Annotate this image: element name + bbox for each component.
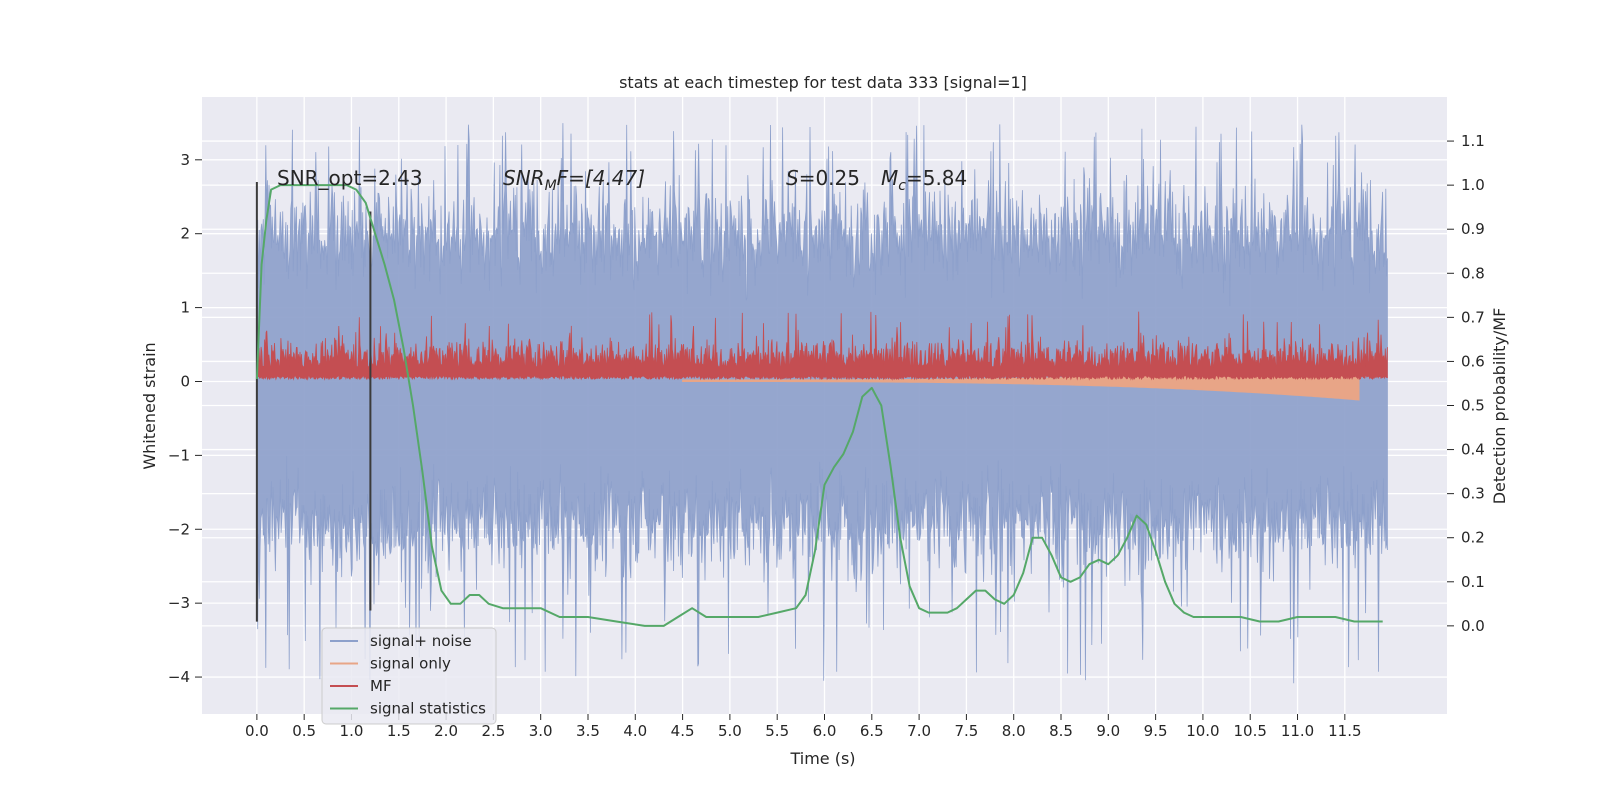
x-tick-label: 11.0: [1281, 722, 1314, 740]
x-tick-label: 7.0: [907, 722, 931, 740]
annotation-snr-mf-rest: F=[4.47]: [557, 166, 645, 190]
annotations: SNR_opt=2.43 SNRMF=[4.47] S=0.25 Mc=5.84: [277, 166, 967, 194]
x-tick-label: 8.5: [1049, 722, 1073, 740]
signal-noise-band: [256, 123, 1388, 684]
annotation-snr-mf-sub: M: [545, 178, 557, 194]
y2-axis-label: Detection probability/MF: [1490, 308, 1509, 505]
mf-series: [256, 311, 1388, 381]
x-tick-label: 6.0: [813, 722, 837, 740]
y2-tick-label: 0.1: [1461, 573, 1485, 591]
x-tick-label: 4.0: [623, 722, 647, 740]
y2-tick-label: 0.4: [1461, 441, 1485, 459]
vertical-markers: [255, 181, 372, 622]
signal-noise-series: [256, 123, 1388, 684]
annotation-s-main: S: [786, 166, 799, 190]
x-tick-label: 1.5: [387, 722, 411, 740]
annotation-mc-main: M: [881, 166, 898, 190]
x-axis-label: Time (s): [789, 749, 855, 768]
x-tick-label: 11.5: [1328, 722, 1361, 740]
y-tick-label: −2: [168, 520, 190, 538]
annotation-snr-mf: SNRMF=[4.47]: [503, 166, 645, 194]
y-tick-label: 0: [180, 372, 190, 390]
x-tick-label: 10.0: [1186, 722, 1219, 740]
x-tick-label: 7.5: [954, 722, 978, 740]
annotation-mc-rest: =5.84: [906, 166, 967, 190]
x-tick-label: 5.5: [765, 722, 789, 740]
y-tick-label: −3: [168, 594, 190, 612]
y-tick-label: 3: [180, 151, 190, 169]
y2-tick-label: 0.6: [1461, 352, 1485, 370]
tick-labels: 0.0 0.5 1.0 1.5 2.0 2.5 3.0 3.5 4.0 4.5 5.0 5.5 6.0 6…: [168, 132, 1485, 740]
annotation-mc: Mc=5.84: [881, 166, 967, 194]
x-tick-label: 2.0: [434, 722, 458, 740]
y2-tick-label: 0.3: [1461, 485, 1485, 503]
y-tick-label: −4: [168, 668, 190, 686]
y2-tick-label: 1.1: [1461, 132, 1485, 150]
x-tick-label: 10.5: [1234, 722, 1267, 740]
x-tick-label: 3.0: [529, 722, 553, 740]
y2-tick-label: 0.7: [1461, 308, 1485, 326]
annotation-mc-sub: c: [898, 178, 906, 194]
y2-tick-label: 0.5: [1461, 397, 1485, 415]
x-tick-label: 4.5: [671, 722, 695, 740]
annotation-s: S=0.25: [786, 166, 860, 190]
annotation-snr-mf-main: SNR: [503, 166, 545, 190]
legend-label: signal+ noise: [370, 632, 472, 650]
legend-label: MF: [370, 677, 392, 695]
x-tick-label: 8.0: [1002, 722, 1026, 740]
x-tick-label: 2.5: [481, 722, 505, 740]
legend-box: [321, 627, 497, 725]
legend-label: signal only: [370, 655, 451, 673]
mf-band: [256, 311, 1388, 381]
signal-statistics-series: [255, 184, 1383, 627]
y2-tick-label: 0.2: [1461, 529, 1485, 547]
y-tick-label: 1: [180, 299, 190, 317]
annotation-s-rest: =0.25: [799, 166, 860, 190]
chart-title: stats at each timestep for test data 333…: [619, 73, 1027, 92]
y2-tick-label: 0.9: [1461, 220, 1485, 238]
legend: signal+ noise signal only MF signal statist…: [321, 627, 497, 725]
x-tick-label: 9.0: [1096, 722, 1120, 740]
y2-tick-label: 0.0: [1461, 617, 1485, 635]
x-tick-label: 1.0: [340, 722, 364, 740]
x-tick-label: 6.5: [860, 722, 884, 740]
y2-tick-label: 0.8: [1461, 264, 1485, 282]
x-tick-label: 5.0: [718, 722, 742, 740]
y-axis-label: Whitened strain: [140, 342, 159, 469]
annotation-snr-opt: SNR_opt=2.43: [277, 166, 423, 190]
y-tick-label: 2: [180, 225, 190, 243]
x-tick-label: 3.5: [576, 722, 600, 740]
y2-tick-label: 1.0: [1461, 176, 1485, 194]
x-tick-label: 9.5: [1144, 722, 1168, 740]
y-tick-label: −1: [168, 446, 190, 464]
x-tick-label: 0.0: [245, 722, 269, 740]
signal-statistics-line: [255, 184, 1383, 627]
x-tick-label: 0.5: [292, 722, 316, 740]
legend-label: signal statistics: [370, 700, 486, 718]
